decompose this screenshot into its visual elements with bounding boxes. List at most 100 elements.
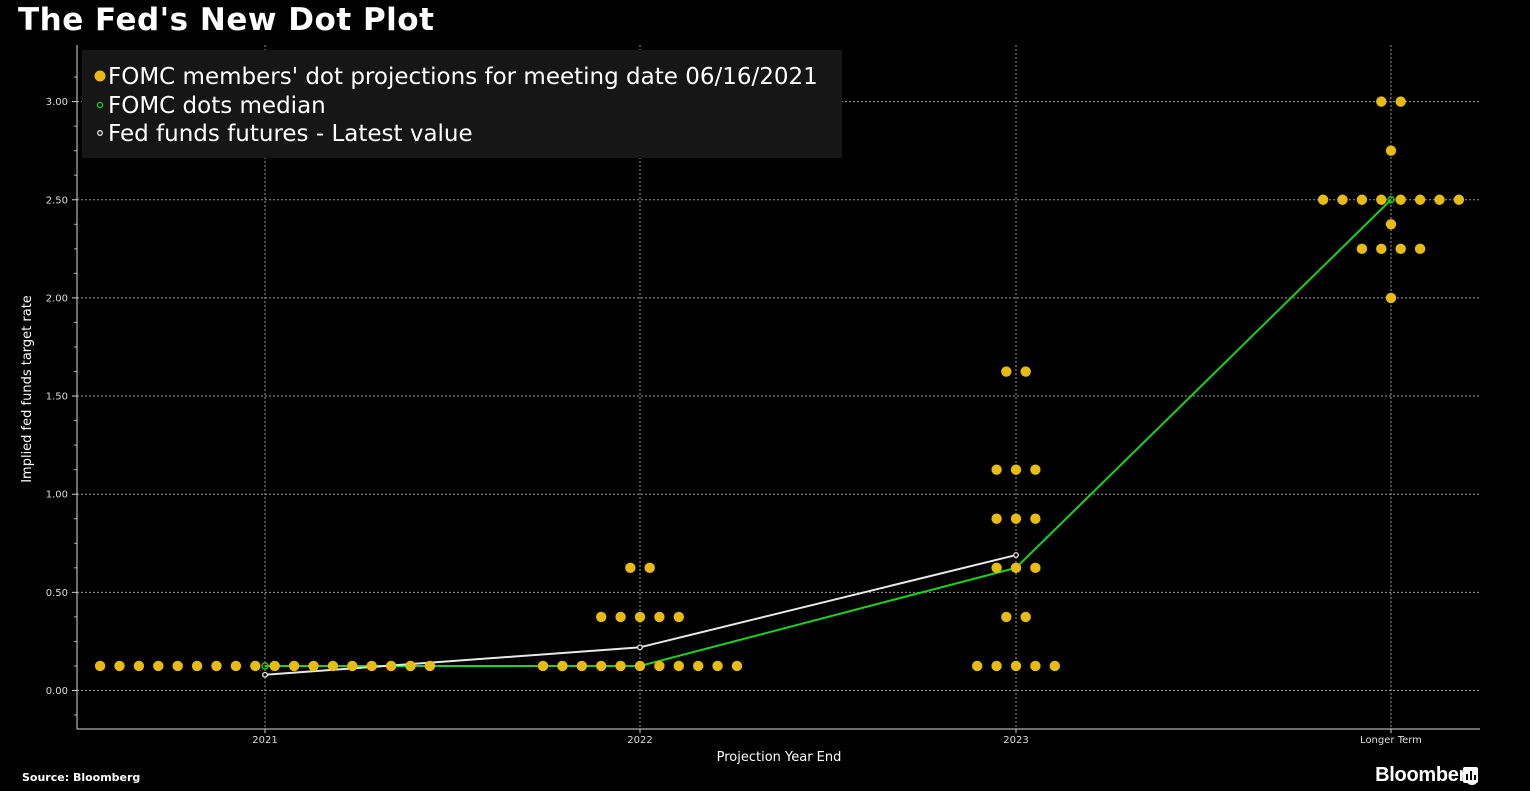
fomc-dot [405, 660, 416, 672]
fomc-dot [1395, 194, 1406, 205]
fomc-dot [634, 611, 646, 623]
fomc-dot [1010, 464, 1022, 475]
fomc-dot [327, 660, 339, 672]
fomc-dot [133, 660, 145, 672]
fomc-dot [1030, 513, 1041, 524]
fomc-dot [644, 562, 655, 574]
fomc-dot [625, 562, 636, 574]
fomc-dot [424, 660, 436, 672]
fomc-dot [1385, 292, 1397, 304]
fomc-dot [211, 660, 222, 672]
fomc-dot [114, 660, 125, 672]
bloomberg-icon [1463, 767, 1478, 783]
fomc-dot [712, 660, 723, 672]
fomc-dot [673, 611, 684, 623]
fomc-dot [1010, 513, 1022, 524]
fomc-dot [615, 611, 626, 623]
page-title: The Fed's New Dot Plot [18, 2, 435, 38]
fomc-dot [596, 660, 607, 672]
fomc-dot [654, 660, 665, 672]
x-tick-label: Longer Term [1360, 735, 1422, 746]
axes: 0.00 0.50 1.00 1.50 2.00 2.50 3.00 2021 2022 2023… [46, 45, 1480, 746]
y-tick-label: 0.50 [46, 588, 68, 599]
fomc-dot [1030, 660, 1041, 672]
fomc-dot [693, 660, 704, 672]
fomc-dot [634, 660, 646, 672]
x-tick-label: 2022 [627, 735, 652, 746]
fomc-dots [94, 96, 1465, 672]
fomc-dot [1030, 464, 1041, 475]
legend-median-icon [96, 101, 104, 109]
fomc-dot [1020, 366, 1031, 377]
fomc-dot [1001, 611, 1012, 623]
fomc-dot [1010, 562, 1022, 574]
legend-box [82, 50, 842, 158]
fomc-dot [1317, 194, 1329, 205]
fomc-dot [596, 611, 607, 623]
fomc-dot [972, 660, 983, 672]
fomc-dot [1049, 660, 1061, 672]
legend-futures-icon [97, 130, 103, 136]
fomc-dot [230, 660, 242, 672]
x-tick-label: 2023 [1003, 735, 1028, 746]
fomc-dot [557, 660, 568, 672]
y-tick-label: 2.00 [46, 293, 68, 304]
fomc-dot [1376, 243, 1387, 255]
fomc-dot [1414, 194, 1426, 205]
fomc-dot [537, 660, 549, 672]
fomc-dot [991, 562, 1002, 574]
legend-label: FOMC dots median [108, 93, 326, 119]
fomc-dot [1010, 660, 1022, 672]
fomc-dot [1001, 366, 1012, 377]
fomc-dot [385, 660, 397, 672]
fomc-dot [1376, 96, 1387, 107]
fomc-dot [308, 660, 319, 672]
fomc-dot [576, 660, 587, 672]
x-tick-label: 2021 [252, 735, 277, 746]
fomc-dot [1385, 145, 1397, 156]
fomc-dot [191, 660, 203, 672]
fomc-dot [1356, 194, 1368, 205]
fomc-dot [1356, 243, 1368, 255]
fomc-dot [1434, 194, 1445, 205]
fomc-dot [1020, 611, 1031, 623]
fomc-dot [94, 660, 106, 672]
median-marker [1387, 196, 1395, 204]
fomc-dot [1395, 96, 1406, 107]
series-lines [261, 196, 1395, 678]
fomc-dot [1414, 243, 1426, 255]
fomc-dot [288, 660, 300, 672]
futures-marker [1013, 552, 1019, 559]
y-tick-label: 3.00 [46, 97, 68, 108]
fomc-dot [1395, 243, 1406, 255]
median-marker [261, 662, 269, 670]
legend: FOMC members' dot projections for meetin… [82, 50, 842, 158]
y-tick-label: 2.50 [46, 195, 68, 206]
legend-label: Fed funds futures - Latest value [108, 121, 473, 147]
fomc-dot [991, 513, 1002, 524]
source-note: Source: Bloomberg [22, 771, 141, 784]
fomc-dot [250, 660, 261, 672]
futures-marker [637, 644, 643, 651]
fomc-dot [731, 660, 743, 672]
y-tick-label: 0.00 [46, 686, 68, 697]
fomc-dot [1337, 194, 1348, 205]
y-axis-label: Implied fed funds target rate [20, 295, 35, 483]
y-tick-label: 1.00 [46, 490, 68, 501]
fomc-dot [1376, 194, 1387, 205]
fomc-dot [1453, 194, 1465, 205]
futures-marker [262, 671, 268, 678]
y-tick-label: 1.50 [46, 392, 68, 403]
x-axis-label: Projection Year End [717, 750, 842, 765]
fomc-dot [673, 660, 684, 672]
fomc-dot [366, 660, 377, 672]
fomc-dot [991, 464, 1002, 475]
fomc-dot [172, 660, 183, 672]
fomc-dot [347, 660, 358, 672]
median-line [265, 199, 1392, 667]
legend-dot-icon [94, 70, 106, 82]
fomc-dot [153, 660, 164, 672]
fomc-dot [654, 611, 665, 623]
fomc-dot [269, 660, 280, 672]
